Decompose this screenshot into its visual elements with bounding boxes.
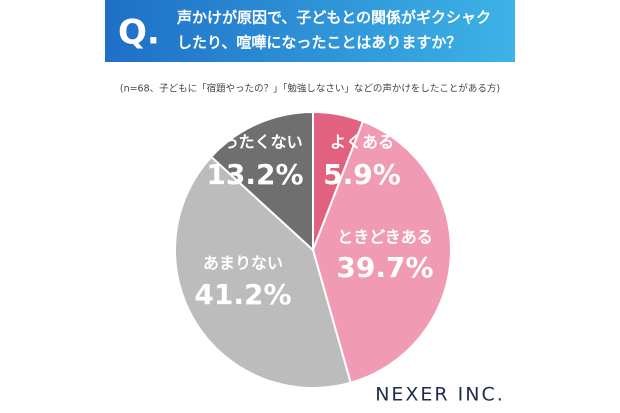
value-label: 41.2% — [194, 278, 291, 311]
logo: NEXER INC. — [375, 384, 505, 406]
pie-slice — [174, 155, 352, 389]
value-label: 39.7% — [336, 251, 433, 284]
pie-slice — [311, 120, 452, 384]
value-label: 13.2% — [206, 158, 303, 191]
subtitle: (n=68、子どもに「宿題やったの？」「勉強しなさい」などの声かけをしたことがあ… — [120, 83, 500, 95]
value-label: 5.9% — [323, 158, 401, 191]
slice-label: よくある — [330, 133, 394, 152]
title-line: 声かけが原因で、子どもとの関係がギクシャク — [176, 9, 491, 27]
pie-slice — [209, 110, 314, 253]
badge: Q. — [118, 13, 160, 53]
header-band — [105, 0, 515, 62]
slice-label: まったくない — [207, 133, 302, 152]
slice-label: ときどきある — [337, 228, 433, 247]
title-line: したり、喧嘩になったことはありますか？ — [177, 34, 461, 52]
slice-label: あまりない — [203, 254, 283, 273]
